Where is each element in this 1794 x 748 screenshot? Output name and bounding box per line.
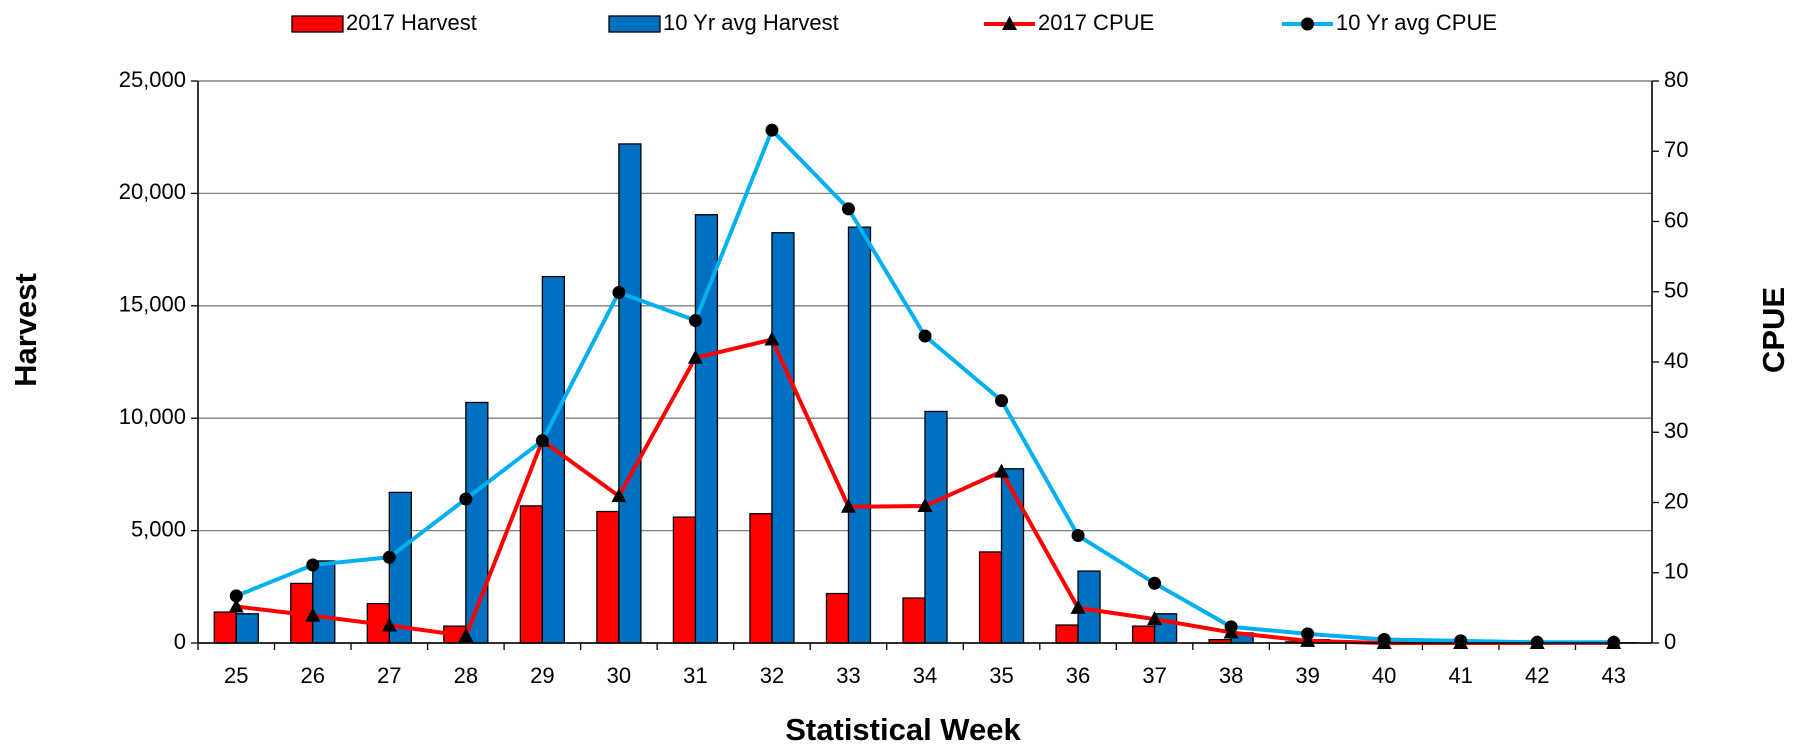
- y2-axis-title: CPUE: [1756, 287, 1791, 373]
- x-tick-label: 30: [607, 663, 631, 688]
- y-tick-label: 20,000: [119, 179, 186, 204]
- bar: [978, 551, 1003, 644]
- point: [1071, 529, 1085, 543]
- y2-tick-label: 50: [1664, 278, 1688, 303]
- bar: [902, 597, 926, 644]
- bar: [672, 516, 697, 644]
- bar: [541, 275, 566, 644]
- y-tick-label: 5,000: [131, 516, 186, 541]
- y2-tick-label: 10: [1664, 559, 1688, 584]
- legend-swatch: [608, 15, 661, 33]
- legend-label: 2017 CPUE: [1038, 10, 1154, 35]
- legend-marker: [1002, 16, 1017, 30]
- x-tick-label: 39: [1295, 663, 1319, 688]
- bar: [1055, 624, 1079, 644]
- x-tick-label: 29: [530, 663, 554, 688]
- y-axis-title: Harvest: [8, 273, 43, 387]
- point: [458, 627, 474, 642]
- bar: [847, 226, 872, 644]
- bar: [596, 510, 620, 644]
- bar: [825, 592, 850, 644]
- point: [765, 123, 779, 137]
- x-tick-label: 35: [989, 663, 1013, 688]
- point: [917, 498, 933, 513]
- bar: [618, 143, 642, 644]
- x-tick-label: 38: [1219, 663, 1243, 688]
- legend-label: 10 Yr avg CPUE: [1336, 10, 1497, 35]
- point: [687, 349, 703, 364]
- legend-marker: [1301, 17, 1314, 31]
- x-tick-label: 43: [1601, 663, 1625, 688]
- y2-tick-label: 0: [1664, 629, 1676, 654]
- legend-label: 2017 Harvest: [346, 10, 477, 35]
- point: [1224, 620, 1238, 634]
- point: [841, 202, 855, 216]
- y2-tick-label: 80: [1664, 67, 1688, 92]
- point: [229, 589, 243, 603]
- point: [995, 394, 1009, 408]
- point: [459, 492, 473, 506]
- bar: [388, 491, 412, 644]
- x-tick-label: 32: [760, 663, 784, 688]
- x-tick-label: 26: [301, 663, 325, 688]
- x-tick-label: 25: [224, 663, 248, 688]
- point: [1301, 627, 1315, 641]
- x-tick-label: 40: [1372, 663, 1396, 688]
- bar: [924, 410, 948, 644]
- bar: [519, 505, 544, 644]
- y2-tick-label: 60: [1664, 207, 1688, 232]
- x-tick-label: 33: [836, 663, 860, 688]
- point: [306, 558, 320, 572]
- point: [764, 331, 780, 346]
- legend-label: 10 Yr avg Harvest: [663, 10, 839, 35]
- point: [994, 463, 1010, 478]
- bar: [235, 613, 259, 644]
- x-tick-label: 28: [454, 663, 478, 688]
- x-tick-label: 31: [683, 663, 707, 688]
- bar: [213, 611, 237, 644]
- point: [840, 498, 856, 513]
- x-tick-label: 37: [1142, 663, 1166, 688]
- point: [382, 550, 396, 564]
- point: [1454, 634, 1468, 648]
- point: [1148, 576, 1162, 590]
- bar: [1131, 625, 1156, 644]
- x-tick-label: 27: [377, 663, 401, 688]
- point: [918, 329, 932, 343]
- point: [1147, 611, 1163, 626]
- point: [1070, 599, 1086, 614]
- point: [612, 285, 626, 299]
- bar: [312, 560, 336, 644]
- y-tick-label: 15,000: [119, 292, 186, 317]
- y2-tick-label: 40: [1664, 348, 1688, 373]
- x-axis-title: Statistical Week: [785, 712, 1021, 747]
- y2-tick-label: 30: [1664, 418, 1688, 443]
- bar: [749, 513, 773, 644]
- y-tick-label: 25,000: [119, 67, 186, 92]
- point: [535, 434, 549, 448]
- point: [611, 488, 627, 503]
- point: [1377, 632, 1391, 646]
- x-tick-label: 42: [1525, 663, 1549, 688]
- point: [305, 607, 321, 622]
- point: [228, 598, 244, 613]
- point: [381, 617, 397, 632]
- x-tick-label: 36: [1066, 663, 1090, 688]
- x-tick-label: 34: [913, 663, 937, 688]
- y-tick-label: 0: [174, 629, 186, 654]
- y2-tick-label: 70: [1664, 137, 1688, 162]
- y-tick-label: 10,000: [119, 404, 186, 429]
- point: [688, 314, 702, 328]
- legend-swatch: [291, 15, 344, 33]
- y2-tick-label: 20: [1664, 488, 1688, 513]
- x-tick-label: 41: [1448, 663, 1472, 688]
- bar: [771, 232, 795, 644]
